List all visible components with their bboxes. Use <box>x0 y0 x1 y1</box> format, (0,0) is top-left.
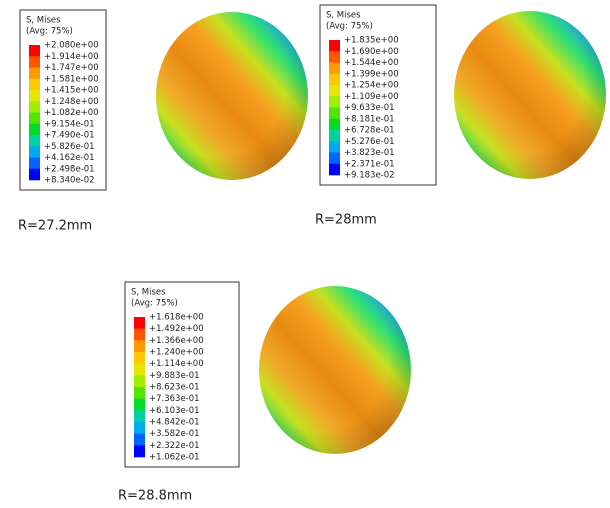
figure: S, Mises(Avg: 75%)+2.080e+00+1.914e+00+1… <box>0 0 610 508</box>
stress-sphere-shade <box>259 286 411 454</box>
stress-sphere-shade <box>156 12 308 180</box>
colorbar-swatch <box>134 317 145 329</box>
legend-label: +1.835e+00 <box>344 36 399 46</box>
colorbar-swatch <box>29 158 40 170</box>
legend-label: +1.082e+00 <box>44 108 99 118</box>
legend-label: +1.062e-01 <box>149 453 200 463</box>
legend-label: +8.340e-02 <box>44 176 95 186</box>
colorbar-swatch <box>29 146 40 158</box>
legend-label: +9.883e-01 <box>149 371 200 381</box>
colorbar-swatch <box>329 51 340 63</box>
colorbar-swatch <box>329 108 340 120</box>
legend-label: +7.363e-01 <box>149 394 200 404</box>
legend-label: +1.366e+00 <box>149 336 204 346</box>
legend-label: +1.690e+00 <box>344 47 399 57</box>
colorbar-swatch <box>29 113 40 125</box>
legend-label: +1.544e+00 <box>344 58 399 68</box>
legend-subtitle: (Avg: 75%) <box>26 27 73 37</box>
colorbar-swatch <box>329 119 340 131</box>
legend-subtitle: (Avg: 75%) <box>326 22 373 32</box>
legend-label: +2.080e+00 <box>44 41 99 51</box>
colorbar-swatch <box>329 85 340 97</box>
legend-title: S, Mises <box>326 11 361 21</box>
colorbar-swatch <box>329 96 340 108</box>
legend-label: +1.240e+00 <box>149 348 204 358</box>
legend-label: +1.747e+00 <box>44 63 99 73</box>
legend-label: +9.154e-01 <box>44 119 95 129</box>
legend-label: +1.618e+00 <box>149 313 204 323</box>
colorbar-swatch <box>29 45 40 57</box>
legend-label: +4.162e-01 <box>44 153 95 163</box>
legend-label: +1.492e+00 <box>149 324 204 334</box>
legend-label: +8.181e-01 <box>344 114 395 124</box>
legend-label: +7.490e-01 <box>44 131 95 141</box>
caption: R=27.2mm <box>18 219 92 234</box>
legend-label: +6.103e-01 <box>149 406 200 416</box>
legend-label: +3.823e-01 <box>344 148 395 158</box>
colorbar-swatch <box>134 434 145 446</box>
colorbar-swatch <box>29 101 40 113</box>
colorbar-swatch <box>134 422 145 434</box>
caption: R=28mm <box>315 213 377 228</box>
colorbar-swatch <box>29 68 40 80</box>
legend-label: +9.633e-01 <box>344 103 395 113</box>
caption: R=28.8mm <box>118 489 192 504</box>
colorbar-swatch <box>134 340 145 352</box>
legend-label: +1.114e+00 <box>149 359 204 369</box>
legend-label: +4.842e-01 <box>149 418 200 428</box>
legend-label: +1.254e+00 <box>344 81 399 91</box>
legend-label: +1.109e+00 <box>344 92 399 102</box>
legend-label: +6.728e-01 <box>344 126 395 136</box>
legend-subtitle: (Avg: 75%) <box>131 299 178 309</box>
legend-label: +1.914e+00 <box>44 52 99 62</box>
colorbar-swatch <box>29 90 40 102</box>
colorbar-swatch <box>134 387 145 399</box>
legend-title: S, Mises <box>26 16 61 26</box>
legend-title: S, Mises <box>131 288 166 298</box>
colorbar-swatch <box>329 153 340 165</box>
colorbar-swatch <box>29 135 40 147</box>
legend-label: +5.826e-01 <box>44 142 95 152</box>
stress-sphere-shade <box>454 11 606 179</box>
colorbar-swatch <box>134 445 145 457</box>
colorbar-swatch <box>329 40 340 52</box>
legend-label: +1.581e+00 <box>44 74 99 84</box>
legend-label: +1.248e+00 <box>44 97 99 107</box>
legend-label: +1.399e+00 <box>344 69 399 79</box>
colorbar-swatch <box>329 141 340 153</box>
legend-label: +8.623e-01 <box>149 383 200 393</box>
colorbar-swatch <box>134 364 145 376</box>
colorbar-swatch <box>329 130 340 142</box>
colorbar-swatch <box>29 79 40 91</box>
colorbar-swatch <box>329 74 340 86</box>
colorbar-swatch <box>134 399 145 411</box>
legend-label: +5.276e-01 <box>344 137 395 147</box>
legend-label: +3.582e-01 <box>149 429 200 439</box>
colorbar-swatch <box>134 352 145 364</box>
colorbar-swatch <box>329 164 340 176</box>
colorbar-swatch <box>134 329 145 341</box>
legend-label: +2.498e-01 <box>44 164 95 174</box>
colorbar-swatch <box>329 63 340 75</box>
legend-label: +2.322e-01 <box>149 441 200 451</box>
colorbar-swatch <box>134 375 145 387</box>
legend-label: +9.183e-02 <box>344 171 395 181</box>
colorbar-swatch <box>29 124 40 136</box>
legend-label: +2.371e-01 <box>344 159 395 169</box>
colorbar-swatch <box>29 56 40 68</box>
colorbar-swatch <box>29 169 40 181</box>
legend-label: +1.415e+00 <box>44 86 99 96</box>
colorbar-swatch <box>134 410 145 422</box>
